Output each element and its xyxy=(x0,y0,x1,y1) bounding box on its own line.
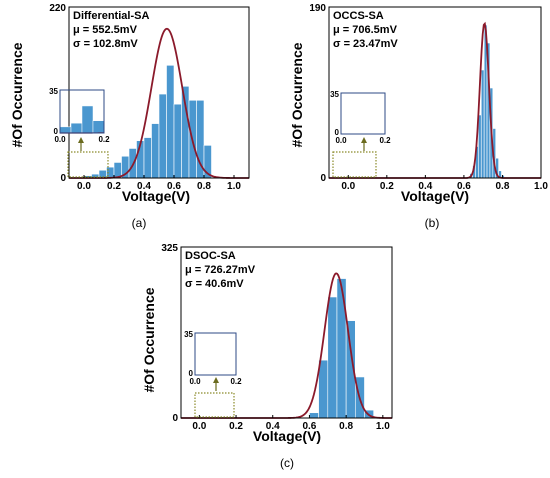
stats-line: σ = 102.8mV xyxy=(73,38,138,50)
inset-y-tick-label: 0 xyxy=(335,128,340,137)
y-axis-label: #Of Occurrence xyxy=(289,42,305,147)
inset-y-tick-label: 35 xyxy=(49,87,58,96)
histogram-bar xyxy=(166,64,175,179)
panel-label: (a) xyxy=(132,216,147,230)
inset-y-tick-label: 35 xyxy=(184,330,193,339)
y-tick-label: 190 xyxy=(309,3,326,14)
inset-bar xyxy=(70,122,83,134)
x-tick-label: 0.6 xyxy=(302,421,316,432)
inset-y-tick-label: 0 xyxy=(189,369,194,378)
x-tick-label: 0.8 xyxy=(496,181,510,192)
x-tick-label: 0.2 xyxy=(229,421,243,432)
inset-x-tick-label: 0.0 xyxy=(335,136,347,145)
histogram-bar xyxy=(478,114,482,179)
plot-frame xyxy=(328,6,542,179)
y-tick-label: 325 xyxy=(161,243,178,254)
x-tick-label: 0.8 xyxy=(339,421,353,432)
panel-2: 0.0 0.2 0.4 0.6 0.8 1.0 0 190 Voltage(V) #Of Occu… xyxy=(289,3,548,230)
inset-plot: 0.0 0.2 35 0 xyxy=(49,87,110,144)
y-tick-label: 0 xyxy=(172,413,178,424)
zoom-arrow-head xyxy=(213,377,219,383)
x-tick-label: 0.6 xyxy=(167,181,181,192)
x-tick-label: 0.2 xyxy=(107,181,121,192)
inset-x-tick-label: 0.2 xyxy=(379,136,391,145)
x-tick-label: 0.0 xyxy=(192,421,206,432)
inset-frame xyxy=(194,332,237,376)
zoom-region-box xyxy=(67,151,109,178)
zoom-arrow-head xyxy=(78,137,84,143)
y-tick-label: 220 xyxy=(49,3,66,14)
stats-line: μ = 552.5mV xyxy=(73,24,138,36)
x-axis-label: Voltage(V) xyxy=(122,188,190,204)
inset-bar xyxy=(59,126,72,134)
plot-frame xyxy=(68,6,250,179)
histogram-bar xyxy=(196,99,205,179)
stats-line: σ = 23.47mV xyxy=(333,38,398,50)
inset-x-tick-label: 0.0 xyxy=(189,377,201,386)
x-axis-label: Voltage(V) xyxy=(253,428,321,444)
inset-frame xyxy=(340,92,386,135)
stats-line: DSOC-SA xyxy=(185,250,236,262)
histogram-bar xyxy=(151,123,160,179)
inset-x-tick-label: 0.2 xyxy=(98,135,110,144)
stats-line: Differential-SA xyxy=(73,10,149,22)
inset-y-tick-label: 35 xyxy=(330,90,339,99)
histogram-bar xyxy=(480,69,485,179)
panel-label: (b) xyxy=(425,216,440,230)
histogram-bar xyxy=(309,412,319,419)
x-tick-label: 0.6 xyxy=(457,181,471,192)
x-tick-label: 1.0 xyxy=(376,421,390,432)
stats-line: μ = 726.27mV xyxy=(185,264,256,276)
zoom-region-box xyxy=(194,392,235,418)
x-tick-label: 0.4 xyxy=(137,181,151,192)
x-tick-label: 1.0 xyxy=(227,181,241,192)
y-tick-label: 0 xyxy=(320,173,326,184)
panel-3: 0.0 0.2 0.4 0.6 0.8 1.0 0 325 Voltage(V) #Of Occu… xyxy=(141,243,393,470)
histogram-bar xyxy=(336,278,347,419)
inset-x-tick-label: 0.2 xyxy=(230,377,242,386)
stats-line: μ = 706.5mV xyxy=(333,24,398,36)
y-axis-label: #Of Occurrence xyxy=(141,287,157,392)
stats-line: σ = 40.6mV xyxy=(185,278,244,290)
x-tick-label: 1.0 xyxy=(534,181,548,192)
inset-x-tick-label: 0.0 xyxy=(54,135,66,144)
panel-label: (c) xyxy=(280,456,294,470)
stats-line: OCCS-SA xyxy=(333,10,384,22)
zoom-region-box xyxy=(332,151,377,178)
inset-frame xyxy=(59,89,105,134)
x-tick-label: 0.4 xyxy=(418,181,432,192)
histogram-bar xyxy=(327,296,338,419)
inset-plot: 0.0 0.2 35 0 xyxy=(330,90,391,145)
histogram-bar xyxy=(143,137,152,179)
zoom-arrow-head xyxy=(361,137,367,143)
inset-bar xyxy=(92,120,105,134)
x-tick-label: 0.0 xyxy=(341,181,355,192)
panel-1: 0.0 0.2 0.4 0.6 0.8 1.0 0 220 Voltage(V) #Of Occu… xyxy=(9,3,250,230)
x-tick-label: 0.4 xyxy=(266,421,280,432)
x-tick-label: 0.8 xyxy=(197,181,211,192)
x-tick-label: 0.2 xyxy=(380,181,394,192)
histogram-bar xyxy=(158,93,167,179)
y-axis-label: #Of Occurrence xyxy=(9,42,25,147)
inset-y-tick-label: 0 xyxy=(54,127,59,136)
inset-bar xyxy=(81,105,94,134)
x-tick-label: 0.0 xyxy=(77,181,91,192)
plot-frame xyxy=(180,246,393,419)
x-axis-label: Voltage(V) xyxy=(401,188,469,204)
y-tick-label: 0 xyxy=(60,173,66,184)
histogram-bar xyxy=(173,103,182,179)
histogram-bar xyxy=(318,359,329,419)
inset-plot: 0.0 0.2 35 0 xyxy=(184,330,242,386)
